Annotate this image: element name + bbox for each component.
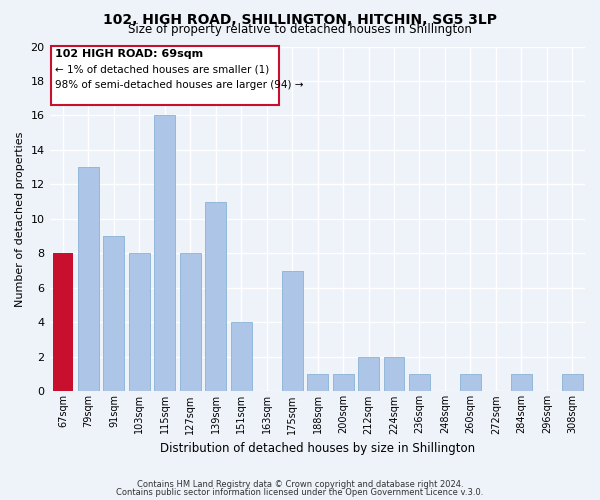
Bar [53,254,73,392]
Bar [103,236,124,392]
Bar [383,357,404,392]
X-axis label: Distribution of detached houses by size in Shillington: Distribution of detached houses by size … [160,442,475,455]
Bar [282,270,302,392]
Bar [78,167,99,392]
Bar [332,374,353,392]
Text: 102, HIGH ROAD, SHILLINGTON, HITCHIN, SG5 3LP: 102, HIGH ROAD, SHILLINGTON, HITCHIN, SG… [103,12,497,26]
Text: Contains HM Land Registry data © Crown copyright and database right 2024.: Contains HM Land Registry data © Crown c… [137,480,463,489]
Bar [205,202,226,392]
FancyBboxPatch shape [51,46,279,105]
Bar [460,374,481,392]
Bar [409,374,430,392]
Text: 102 HIGH ROAD: 69sqm: 102 HIGH ROAD: 69sqm [55,49,203,59]
Bar [129,254,150,392]
Bar [358,357,379,392]
Bar [231,322,251,392]
Bar [180,254,201,392]
Text: ← 1% of detached houses are smaller (1): ← 1% of detached houses are smaller (1) [55,64,269,74]
Bar [511,374,532,392]
Y-axis label: Number of detached properties: Number of detached properties [15,132,25,306]
Text: Contains public sector information licensed under the Open Government Licence v.: Contains public sector information licen… [116,488,484,497]
Bar [307,374,328,392]
Text: Size of property relative to detached houses in Shillington: Size of property relative to detached ho… [128,22,472,36]
Bar [562,374,583,392]
Text: 98% of semi-detached houses are larger (94) →: 98% of semi-detached houses are larger (… [55,80,303,90]
Bar [154,116,175,392]
